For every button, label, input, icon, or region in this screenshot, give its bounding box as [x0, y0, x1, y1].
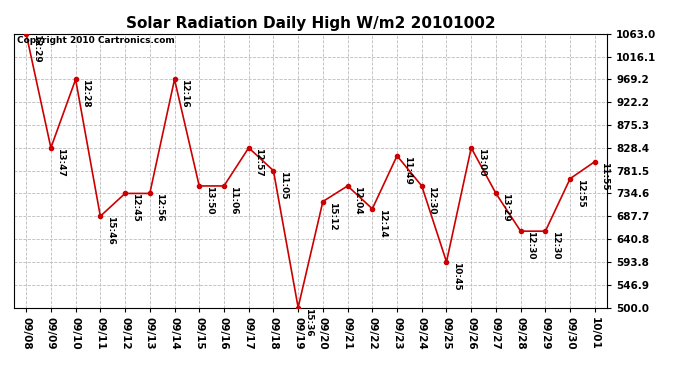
Text: 12:28: 12:28 [81, 80, 90, 108]
Text: 11:55: 11:55 [600, 162, 609, 190]
Text: 10:45: 10:45 [452, 262, 461, 291]
Text: 12:14: 12:14 [378, 209, 387, 237]
Text: 12:30: 12:30 [526, 231, 535, 260]
Text: 12:16: 12:16 [180, 80, 189, 108]
Text: 12:04: 12:04 [353, 186, 362, 214]
Title: Solar Radiation Daily High W/m2 20101002: Solar Radiation Daily High W/m2 20101002 [126, 16, 495, 31]
Text: 11:49: 11:49 [402, 156, 412, 184]
Text: 12:29: 12:29 [32, 34, 41, 63]
Text: 15:46: 15:46 [106, 216, 115, 245]
Text: Copyright 2010 Cartronics.com: Copyright 2010 Cartronics.com [17, 36, 175, 45]
Text: 13:00: 13:00 [477, 148, 486, 176]
Text: 11:05: 11:05 [279, 171, 288, 199]
Text: 11:06: 11:06 [230, 186, 239, 214]
Text: 12:45: 12:45 [130, 194, 139, 222]
Text: 15:12: 15:12 [328, 201, 337, 230]
Text: 15:36: 15:36 [304, 308, 313, 336]
Text: 12:56: 12:56 [155, 194, 164, 222]
Text: 13:47: 13:47 [57, 148, 66, 177]
Text: 12:30: 12:30 [427, 186, 436, 214]
Text: 12:57: 12:57 [254, 148, 264, 177]
Text: 13:50: 13:50 [205, 186, 214, 214]
Text: 12:55: 12:55 [575, 178, 584, 207]
Text: 12:30: 12:30 [551, 231, 560, 260]
Text: 13:29: 13:29 [502, 194, 511, 222]
